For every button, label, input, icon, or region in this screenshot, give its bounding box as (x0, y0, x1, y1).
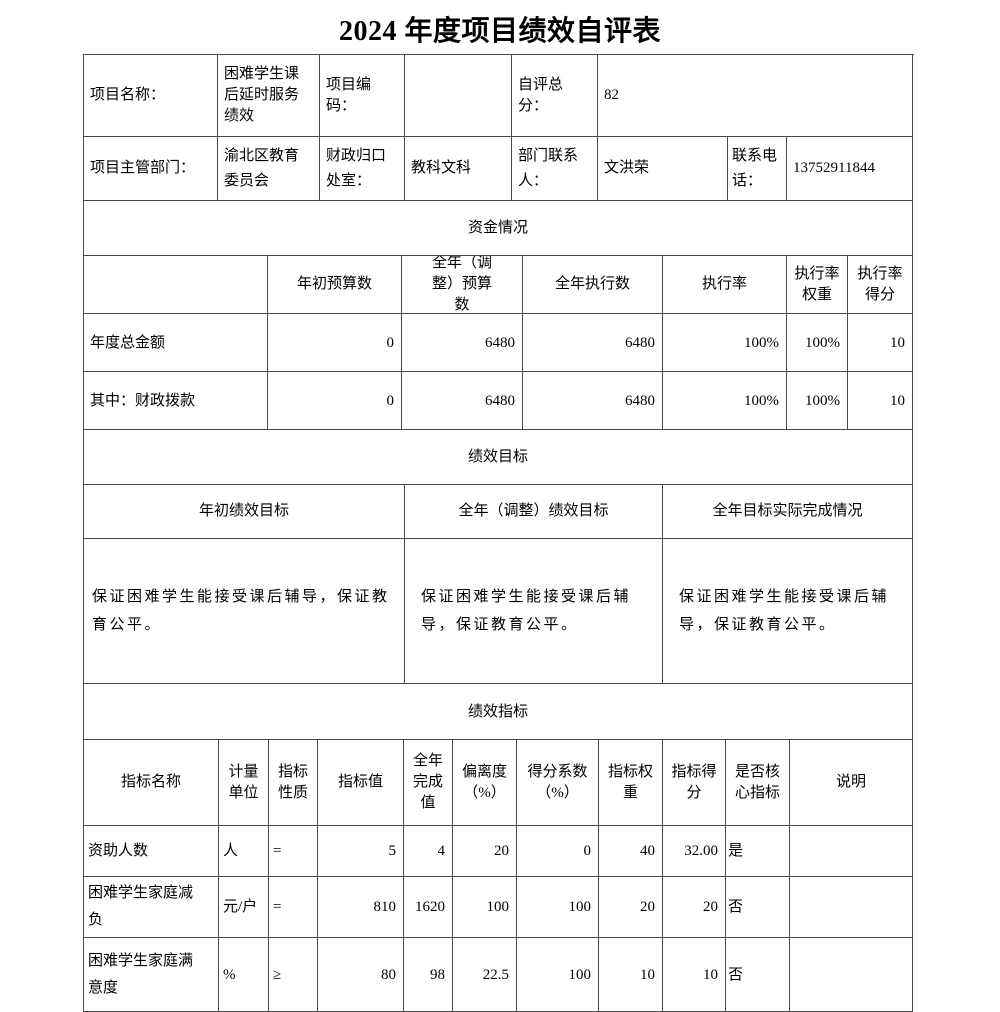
indicator-col-header: 计量单位 (219, 740, 269, 826)
indicator-nature: = (269, 877, 318, 938)
indicators-table: 指标名称 计量单位 指标性质 指标值 全年完成值 偏离度（%） 得分系数（%） … (84, 740, 914, 1012)
goal-initial-text: 保证困难学生能接受课后辅导，保证教育公平。 (84, 539, 405, 684)
funding-col-header: 全年（调整）预算数 (402, 256, 523, 314)
indicator-note (790, 826, 913, 877)
indicator-target: 80 (318, 938, 404, 1012)
indicator-col-header: 指标性质 (269, 740, 318, 826)
finance-office-label: 财政归口处室： (320, 137, 405, 201)
indicator-name: 困难学生家庭满意度 (84, 938, 219, 1012)
funding-cell: 100% (787, 372, 848, 430)
project-dept-label: 项目主管部门： (84, 137, 218, 201)
indicator-actual: 1620 (404, 877, 453, 938)
goals-section-title: 绩效目标 (84, 430, 913, 485)
indicator-is-core: 否 (726, 938, 790, 1012)
goal-adjusted-text: 保证困难学生能接受课后辅导，保证教育公平。 (405, 539, 663, 684)
indicator-col-header: 说明 (790, 740, 913, 826)
indicator-target: 810 (318, 877, 404, 938)
indicator-nature: = (269, 826, 318, 877)
goals-table: 年初绩效目标 全年（调整）绩效目标 全年目标实际完成情况 保证困难学生能接受课后… (84, 485, 914, 684)
indicator-col-header: 指标值 (318, 740, 404, 826)
indicator-score: 20 (663, 877, 726, 938)
funding-col-header: 年初预算数 (268, 256, 402, 314)
funding-col-header: 执行率权重 (787, 256, 848, 314)
project-name-value: 困难学生课后延时服务绩效 (218, 55, 320, 137)
indicators-section-title: 绩效指标 (84, 684, 913, 740)
indicator-unit: 人 (219, 826, 269, 877)
indicator-coefficient: 100 (517, 877, 599, 938)
indicator-note (790, 938, 913, 1012)
funding-cell: 100% (663, 372, 787, 430)
indicator-col-header: 全年完成值 (404, 740, 453, 826)
funding-cell: 10 (848, 372, 913, 430)
indicator-actual: 98 (404, 938, 453, 1012)
indicator-score: 32.00 (663, 826, 726, 877)
indicator-deviation: 100 (453, 877, 517, 938)
indicator-unit: % (219, 938, 269, 1012)
funding-cell: 0 (268, 372, 402, 430)
project-code-label: 项目编码： (320, 55, 405, 137)
funding-row-label: 其中：财政拨款 (84, 372, 268, 430)
self-score-value: 82 (598, 55, 913, 137)
indicator-nature: ≥ (269, 938, 318, 1012)
indicator-col-header: 偏离度（%） (453, 740, 517, 826)
project-code-value (405, 55, 512, 137)
goal-actual-text: 保证困难学生能接受课后辅导，保证教育公平。 (663, 539, 913, 684)
phone-label: 联系电话： (728, 137, 787, 201)
indicator-col-header: 是否核心指标 (726, 740, 790, 826)
contact-person-value: 文洪荣 (598, 137, 728, 201)
indicator-is-core: 是 (726, 826, 790, 877)
funding-cell: 6480 (402, 314, 523, 372)
indicator-unit: 元/户 (219, 877, 269, 938)
indicator-weight: 40 (599, 826, 663, 877)
indicator-col-header: 指标名称 (84, 740, 219, 826)
self-score-label: 自评总分： (512, 55, 598, 137)
funding-section: 资金情况 (84, 201, 914, 256)
indicator-target: 5 (318, 826, 404, 877)
indicator-deviation: 20 (453, 826, 517, 877)
indicator-weight: 10 (599, 938, 663, 1012)
funding-row-label: 年度总金额 (84, 314, 268, 372)
funding-section-title: 资金情况 (84, 201, 913, 256)
funding-col-header: 全年执行数 (523, 256, 663, 314)
indicators-section: 绩效指标 (84, 684, 914, 740)
funding-cell: 6480 (523, 372, 663, 430)
indicator-is-core: 否 (726, 877, 790, 938)
goals-col-header: 年初绩效目标 (84, 485, 405, 539)
funding-cell: 100% (663, 314, 787, 372)
indicator-weight: 20 (599, 877, 663, 938)
funding-col-header: 执行率 (663, 256, 787, 314)
phone-value: 13752911844 (787, 137, 913, 201)
goals-section: 绩效目标 (84, 430, 914, 485)
indicator-coefficient: 100 (517, 938, 599, 1012)
funding-cell: 100% (787, 314, 848, 372)
indicator-name: 困难学生家庭减负 (84, 877, 219, 938)
funding-col-header: 执行率得分 (848, 256, 913, 314)
info-row-1: 项目名称： 困难学生课后延时服务绩效 项目编码： 自评总分： 82 (84, 55, 914, 137)
indicator-score: 10 (663, 938, 726, 1012)
funding-cell: 6480 (402, 372, 523, 430)
goals-col-header: 全年（调整）绩效目标 (405, 485, 663, 539)
indicator-deviation: 22.5 (453, 938, 517, 1012)
funding-col-header (84, 256, 268, 314)
goals-col-header: 全年目标实际完成情况 (663, 485, 913, 539)
indicator-col-header: 指标权重 (599, 740, 663, 826)
info-row-2: 项目主管部门： 渝北区教育委员会 财政归口处室： 教科文科 部门联系人： 文洪荣… (84, 137, 914, 201)
document-title: 2024 年度项目绩效自评表 (338, 16, 661, 47)
indicator-col-header: 得分系数（%） (517, 740, 599, 826)
indicator-coefficient: 0 (517, 826, 599, 877)
indicator-name: 资助人数 (84, 826, 219, 877)
funding-table: 年初预算数 全年（调整）预算数 全年执行数 执行率 执行率权重 执行率得分 年度… (84, 256, 914, 430)
indicator-actual: 4 (404, 826, 453, 877)
indicator-col-header: 指标得分 (663, 740, 726, 826)
finance-office-value: 教科文科 (405, 137, 512, 201)
funding-cell: 0 (268, 314, 402, 372)
funding-cell: 6480 (523, 314, 663, 372)
project-dept-value: 渝北区教育委员会 (218, 137, 320, 201)
contact-person-label: 部门联系人： (512, 137, 598, 201)
project-name-label: 项目名称： (84, 55, 218, 137)
funding-cell: 10 (848, 314, 913, 372)
indicator-note (790, 877, 913, 938)
performance-table: 项目名称： 困难学生课后延时服务绩效 项目编码： 自评总分： 82 项目主管部门… (83, 54, 914, 1012)
